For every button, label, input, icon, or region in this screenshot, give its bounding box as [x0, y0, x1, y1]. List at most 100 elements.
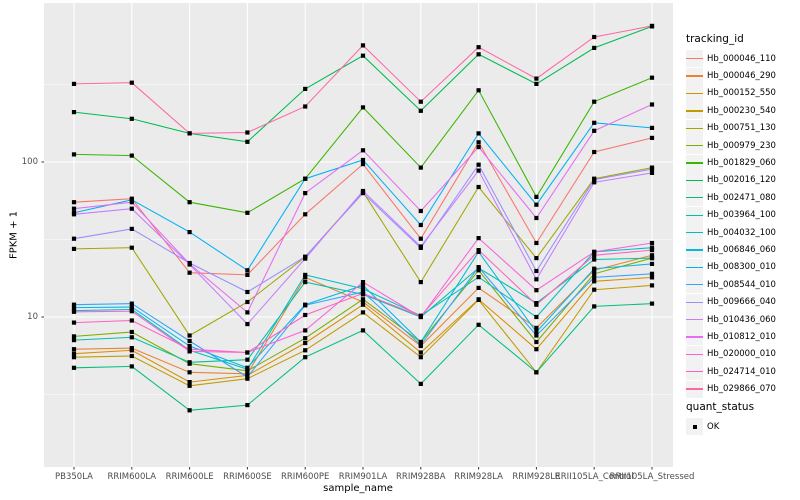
legend-item-label: Hb_029866_070 [707, 384, 776, 395]
legend-line-swatch [686, 336, 703, 338]
data-point [649, 23, 655, 28]
data-point [418, 222, 423, 228]
legend-line-swatch [686, 92, 703, 95]
data-point [303, 280, 308, 285]
legend-item: Hb_000152_550 [686, 84, 798, 102]
data-point [649, 253, 655, 258]
data-point [187, 200, 192, 205]
legend-item-label: Hb_000046_290 [707, 71, 776, 82]
legend-item-label: Hb_002016_120 [707, 175, 776, 186]
legend-line-swatch [686, 214, 703, 216]
data-point [71, 305, 77, 310]
data-point [245, 350, 250, 355]
data-point [476, 144, 481, 150]
legend-key-box [686, 84, 703, 102]
data-point [129, 245, 134, 250]
data-point [129, 309, 134, 314]
data-point [71, 152, 77, 157]
data-point [129, 197, 134, 202]
data-point [592, 287, 597, 292]
data-point [592, 180, 597, 185]
data-point [245, 130, 250, 135]
legend-item: Hb_006846_060 [686, 241, 798, 259]
data-point [534, 347, 539, 352]
legend-item-label: Hb_020000_010 [707, 349, 776, 360]
data-point [129, 318, 134, 323]
data-point [649, 75, 655, 80]
data-point [71, 200, 77, 205]
data-point [245, 322, 250, 327]
data-point [476, 168, 481, 173]
legend-item: Hb_024714_010 [686, 363, 798, 381]
data-point [303, 340, 308, 346]
data-point [129, 346, 134, 351]
legend-item-label: Hb_008544_010 [707, 279, 776, 290]
legend-item: Hb_001829_060 [686, 154, 798, 172]
data-point [245, 139, 250, 144]
data-point [592, 99, 597, 104]
data-point [592, 266, 597, 271]
data-point [129, 304, 134, 310]
legend-item: Hb_000979_230 [686, 137, 798, 155]
data-point [187, 261, 192, 266]
legend-item-label: Hb_009666_040 [707, 297, 776, 308]
legend-line-swatch [686, 162, 703, 164]
data-point [303, 256, 308, 261]
data-point [534, 370, 539, 375]
data-point [649, 248, 655, 253]
legend-rows: Hb_000046_110 Hb_000046_290 Hb_000152_550 H… [686, 50, 798, 398]
data-point [129, 364, 134, 369]
legend-line-swatch [686, 197, 703, 199]
data-point [360, 302, 366, 307]
legend-item-label: OK [707, 421, 720, 432]
data-point [360, 43, 366, 48]
data-point [476, 88, 481, 93]
legend-key-box [686, 276, 703, 294]
legend-item: Hb_002471_080 [686, 189, 798, 207]
data-point [71, 110, 77, 115]
legend-item: Hb_009666_040 [686, 293, 798, 311]
data-point [245, 374, 250, 380]
data-point [187, 343, 192, 349]
x-tick-label: RRII105LA_Stressed [609, 472, 695, 482]
data-point [71, 206, 77, 211]
data-point [360, 148, 366, 153]
data-point [649, 256, 655, 261]
x-tick-label: PB350LA [55, 472, 93, 482]
legend-line-swatch [686, 75, 703, 77]
data-point [360, 188, 366, 194]
data-point [592, 275, 597, 280]
data-point [245, 365, 250, 370]
legend-key-box [686, 154, 703, 172]
x-tick-label: RRIM928BA [396, 472, 446, 482]
legend-key-box [686, 102, 703, 120]
data-point [649, 102, 655, 107]
ok-square-icon [692, 424, 697, 429]
legend-item: Hb_008300_010 [686, 258, 798, 276]
legend-line-swatch [686, 58, 703, 60]
data-point [534, 339, 539, 345]
data-point [418, 355, 423, 360]
y-tick-label: 100 [21, 157, 38, 167]
legend-item-label: Hb_000979_230 [707, 140, 776, 151]
data-point [534, 314, 539, 320]
data-point [534, 76, 539, 81]
data-point [534, 256, 539, 261]
data-point [360, 310, 366, 315]
data-point [129, 335, 134, 340]
legend-line-swatch [686, 266, 703, 269]
data-point [71, 81, 77, 86]
x-tick-label: RRIM600LA [107, 472, 157, 482]
legend-key-box [686, 363, 703, 381]
data-point [592, 249, 597, 254]
data-point [476, 140, 481, 145]
legend-item-ok: OK [686, 418, 798, 436]
x-tick-label: RRIM928LE [512, 472, 561, 482]
data-point [187, 270, 192, 275]
data-point [649, 170, 655, 175]
data-point [303, 272, 308, 277]
data-point [649, 167, 655, 172]
data-point [476, 275, 481, 280]
x-tick-label: RRIM600SE [223, 472, 272, 482]
legend-item-label: Hb_000751_130 [707, 123, 776, 134]
